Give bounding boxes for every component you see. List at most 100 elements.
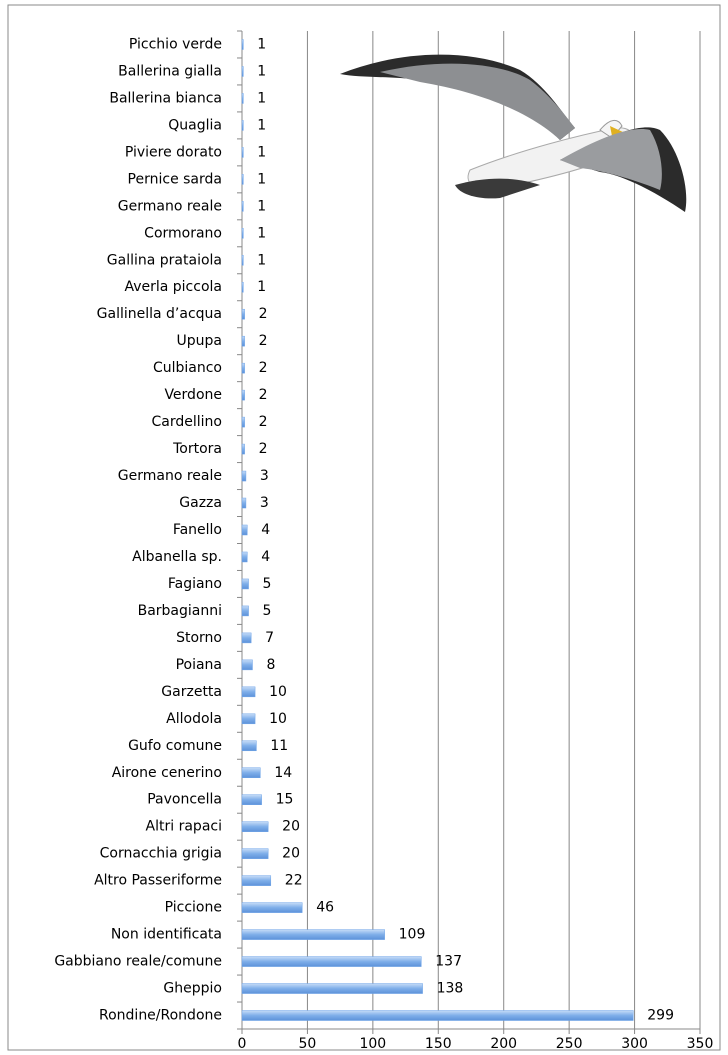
data-label: 2 [259,387,268,403]
data-label: 1 [257,225,266,241]
y-tick-label: Ballerina bianca [109,90,222,106]
bar [241,335,245,347]
bar [241,281,244,293]
y-tick-label: Rondine/Rondone [99,1008,222,1024]
y-tick-label: Culbianco [153,360,222,376]
x-tick-label: 300 [621,1036,648,1052]
data-label: 2 [259,441,268,457]
data-label: 4 [261,522,270,538]
y-tick-label: Ballerina gialla [118,63,222,79]
y-tick-label: Storno [176,630,222,646]
data-label: 1 [257,171,266,187]
x-tick-label: 350 [687,1036,714,1052]
x-tick-label: 0 [238,1036,247,1052]
bar [241,632,252,644]
y-tick-label: Pavoncella [147,792,222,808]
data-label: 10 [269,711,287,727]
bar [241,605,249,617]
y-tick-label: Germano reale [118,468,222,484]
bar [241,201,244,212]
bar [241,956,422,967]
x-tick-label: 100 [359,1036,386,1052]
y-tick-label: Fanello [173,522,222,538]
y-tick-label: Altri rapaci [146,819,222,835]
y-tick-label: Piviere dorato [125,144,222,160]
bar [241,93,244,104]
chart-frame [7,4,721,1051]
data-label: 20 [282,846,300,862]
data-label: 1 [257,63,266,79]
y-tick-label: Gallinella d’acqua [97,306,222,322]
bar [241,362,245,374]
bar [241,794,262,805]
data-label: 7 [265,630,274,646]
bar [241,1010,634,1021]
y-tick-label: Germano reale [118,198,222,214]
bar [241,875,272,886]
data-label: 20 [282,819,300,835]
bar [241,767,261,779]
bar [241,66,244,77]
bar [241,578,249,590]
data-label: 299 [647,1008,674,1024]
data-label: 1 [257,117,266,133]
y-tick-label: Cardellino [152,414,222,430]
bar [241,308,245,320]
data-label: 11 [270,738,288,754]
y-tick-label: Gheppio [163,981,222,997]
x-tick-label: 50 [299,1036,317,1052]
y-tick-label: Poiana [176,657,222,673]
bar [241,929,385,940]
y-tick-label: Upupa [177,333,222,349]
bar [241,120,244,131]
gull-illustration [340,54,687,212]
data-label: 137 [435,954,462,970]
data-label: 1 [257,279,266,295]
data-label: 1 [257,198,266,214]
y-tick-label: Piccione [165,900,222,916]
x-tick-label: 200 [490,1036,517,1052]
data-label: 1 [257,36,266,52]
bar [241,228,244,239]
data-label: 4 [261,549,270,565]
bar [241,147,244,158]
data-label: 22 [285,873,303,889]
bar [241,443,245,455]
bar [241,524,248,536]
y-tick-label: Verdone [164,387,222,403]
bar [241,470,247,482]
y-tick-label: Garzetta [161,684,222,700]
bar [241,174,244,185]
y-tick-label: Averla piccola [124,279,222,295]
bar [241,551,248,563]
bar [241,39,244,50]
data-label: 14 [274,765,292,781]
data-label: 1 [257,144,266,160]
bar [241,497,247,509]
data-label: 3 [260,468,269,484]
data-label: 1 [257,90,266,106]
y-tick-label: Fagiano [168,576,222,592]
y-tick-label: Tortora [172,441,222,457]
bar [241,255,244,266]
y-tick-label: Airone cenerino [112,765,222,781]
data-label: 5 [263,576,272,592]
bar [241,848,269,859]
data-label: 2 [259,306,268,322]
y-tick-label: Barbagianni [138,603,222,619]
data-label: 2 [259,414,268,430]
data-label: 3 [260,495,269,511]
y-tick-label: Gabbiano reale/comune [54,954,222,970]
y-tick-label: Gazza [179,495,222,511]
data-label: 2 [259,333,268,349]
bar [241,821,269,832]
y-tick-label: Quaglia [168,117,222,133]
data-label: 8 [266,657,275,673]
data-label: 2 [259,360,268,376]
data-label: 15 [276,792,294,808]
y-tick-label: Non identificata [111,927,222,943]
y-tick-label: Cormorano [144,225,222,241]
data-label: 138 [437,981,464,997]
bar [241,659,253,671]
